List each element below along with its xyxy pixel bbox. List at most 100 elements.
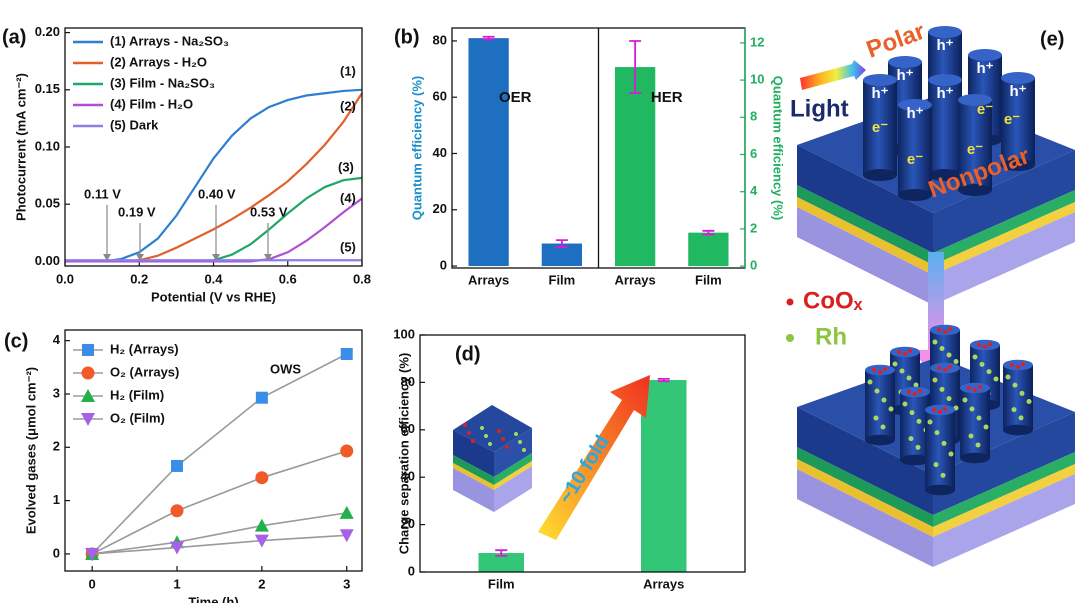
rh-dot <box>934 430 940 436</box>
error-bar <box>495 549 508 557</box>
bar <box>688 232 729 267</box>
slab-left <box>797 207 933 305</box>
y-tick-label: 0.20 <box>35 24 60 39</box>
cube-left <box>453 455 494 485</box>
rod-base <box>928 169 962 181</box>
rh-dot <box>986 369 992 375</box>
electron-label: e⁻ <box>967 141 983 158</box>
plot-frame <box>64 329 363 572</box>
rh-dot <box>915 444 921 450</box>
annotation-arrowhead <box>103 254 111 261</box>
cube-dot <box>497 429 501 433</box>
error-bar <box>555 239 568 248</box>
y-axis-label: Evolved gases (μmol cm⁻²) <box>23 367 38 534</box>
rh-dot <box>941 440 947 446</box>
cube-dot <box>514 432 518 436</box>
x-tick-label: 0.2 <box>130 271 148 286</box>
y-tick-label: 0.15 <box>35 81 60 96</box>
rh-dot <box>899 368 905 374</box>
rh-dot <box>1026 399 1032 404</box>
coox-dot <box>983 345 987 349</box>
y-axis-label: Charge separation efficiency (%) <box>396 353 411 555</box>
cube-left <box>453 463 494 490</box>
slab-right <box>933 150 1075 253</box>
coox-dot <box>967 386 971 390</box>
coox-dot <box>948 365 952 369</box>
rh-dot <box>892 361 898 367</box>
schematic: h⁺ h⁺ h⁺ h⁺ h⁺ h⁺ h⁺ e⁻ e⁻ e⁻ e⁻ e⁻ <box>797 26 1075 567</box>
series-line <box>65 88 363 263</box>
data-point <box>255 391 268 404</box>
cube-dot <box>522 448 526 452</box>
y-tick-label: 3 <box>53 385 60 400</box>
rh-dot <box>932 339 938 345</box>
slab-left <box>797 407 933 515</box>
rh-dot <box>880 424 886 430</box>
rh-dot <box>867 379 873 385</box>
data-point <box>339 529 354 543</box>
rod-base <box>925 484 955 496</box>
annotation: (4) <box>340 190 356 205</box>
bar <box>641 380 687 572</box>
coox-dot <box>1021 362 1025 366</box>
annotation: 0.53 V <box>250 204 288 219</box>
coox-dot <box>943 330 947 334</box>
rod-top <box>888 56 922 68</box>
y-tick-label: 8 <box>750 109 757 124</box>
y-tick-label: 100 <box>393 326 415 341</box>
hole-label: h⁺ <box>896 67 913 84</box>
rh-dot <box>946 352 952 358</box>
hole-label: h⁺ <box>871 85 888 102</box>
error-bar <box>702 229 715 236</box>
legend-label: (2) Arrays - H₂O <box>110 54 207 69</box>
rh-label: Rh <box>815 323 847 350</box>
series-line <box>92 534 347 555</box>
x-tick-label: Film <box>695 272 722 287</box>
error-bar <box>657 377 670 383</box>
slab-left <box>797 145 933 253</box>
fold-arrow <box>538 375 650 540</box>
y-tick-label: 10 <box>750 72 764 87</box>
rh-dot <box>906 375 912 381</box>
y-tick-label: 60 <box>401 421 415 436</box>
rh-dot <box>962 397 968 403</box>
coox-dot <box>943 368 947 372</box>
data-point <box>340 347 353 360</box>
data-point <box>339 505 354 519</box>
y-tick-label: 40 <box>401 469 415 484</box>
y-tick-label: 0.05 <box>35 196 60 211</box>
plot-frame <box>64 27 363 267</box>
coox-dot <box>918 389 922 393</box>
annotation: ~10 fold <box>555 432 614 508</box>
annotation: (1) <box>340 63 356 78</box>
y-tick-label: 20 <box>433 201 447 216</box>
rh-dot <box>932 377 938 383</box>
rod <box>1001 78 1035 165</box>
rh-dot <box>968 433 974 439</box>
rod <box>958 100 992 190</box>
annotation-arrowhead <box>264 254 272 261</box>
panel-label: (c) <box>4 330 28 352</box>
coox-dot <box>978 385 982 389</box>
rh-dot <box>983 424 989 430</box>
rh-dot <box>874 388 880 394</box>
rh-dot <box>909 410 915 416</box>
panel-label: (e) <box>1040 28 1064 50</box>
slab-right <box>933 412 1075 515</box>
x-tick-label: 3 <box>343 576 350 591</box>
electron-label: e⁻ <box>872 119 888 136</box>
x-tick-label: 0 <box>89 576 96 591</box>
rh-dot <box>913 382 919 388</box>
data-point <box>170 504 184 518</box>
legend-marker <box>81 413 95 426</box>
y-tick-label: 2 <box>53 439 60 454</box>
rod <box>863 80 897 175</box>
legend-label: H₂ (Arrays) <box>110 341 179 356</box>
rod-top <box>863 74 897 86</box>
data-point <box>255 471 269 485</box>
rod-top <box>958 94 992 106</box>
rod-base <box>900 454 930 466</box>
cube-dot <box>471 439 475 443</box>
series-line <box>92 512 347 555</box>
slab-left <box>797 459 933 537</box>
